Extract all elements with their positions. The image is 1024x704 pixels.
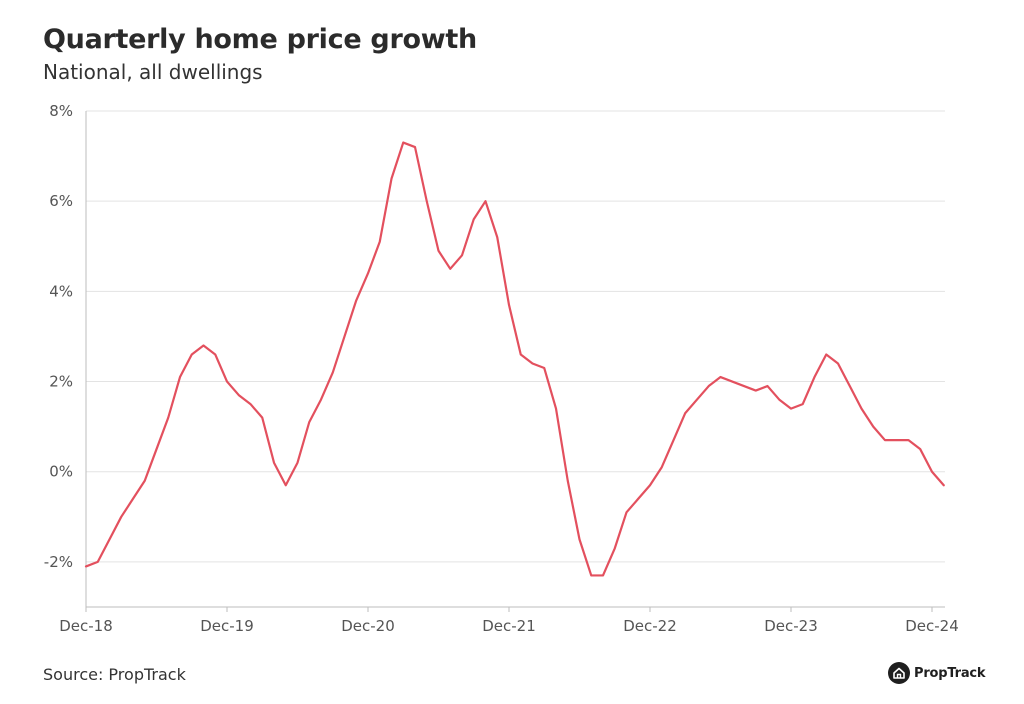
proptrack-logo: PropTrack: [888, 662, 986, 684]
x-tick-label: Dec-20: [341, 617, 395, 635]
house-icon: [888, 662, 910, 684]
x-tick-label: Dec-18: [59, 617, 113, 635]
x-tick-label: Dec-24: [905, 617, 959, 635]
y-tick-label: 4%: [49, 282, 73, 300]
chart-subtitle: National, all dwellings: [43, 60, 263, 84]
y-tick-label: 2%: [49, 373, 73, 391]
logo-text: PropTrack: [914, 665, 986, 681]
y-axis: -2% 0% 2% 4% 6% 8%: [44, 102, 87, 607]
source-note: Source: PropTrack: [43, 665, 186, 684]
x-tick-label: Dec-22: [623, 617, 677, 635]
y-tick-label: 0%: [49, 463, 73, 481]
chart-title: Quarterly home price growth: [43, 24, 477, 55]
x-axis: Dec-18 Dec-19 Dec-20 Dec-21 Dec-22 Dec-23 Dec-…: [59, 606, 959, 635]
series-line: [84, 141, 945, 577]
x-tick-label: Dec-23: [764, 617, 818, 635]
y-tick-label: 8%: [49, 102, 73, 120]
y-tick-label: -2%: [44, 553, 73, 571]
x-tick-label: Dec-19: [200, 617, 254, 635]
series-layer: [84, 141, 945, 577]
y-tick-label: 6%: [49, 192, 73, 210]
x-tick-label: Dec-21: [482, 617, 536, 635]
gridlines: [86, 110, 945, 563]
